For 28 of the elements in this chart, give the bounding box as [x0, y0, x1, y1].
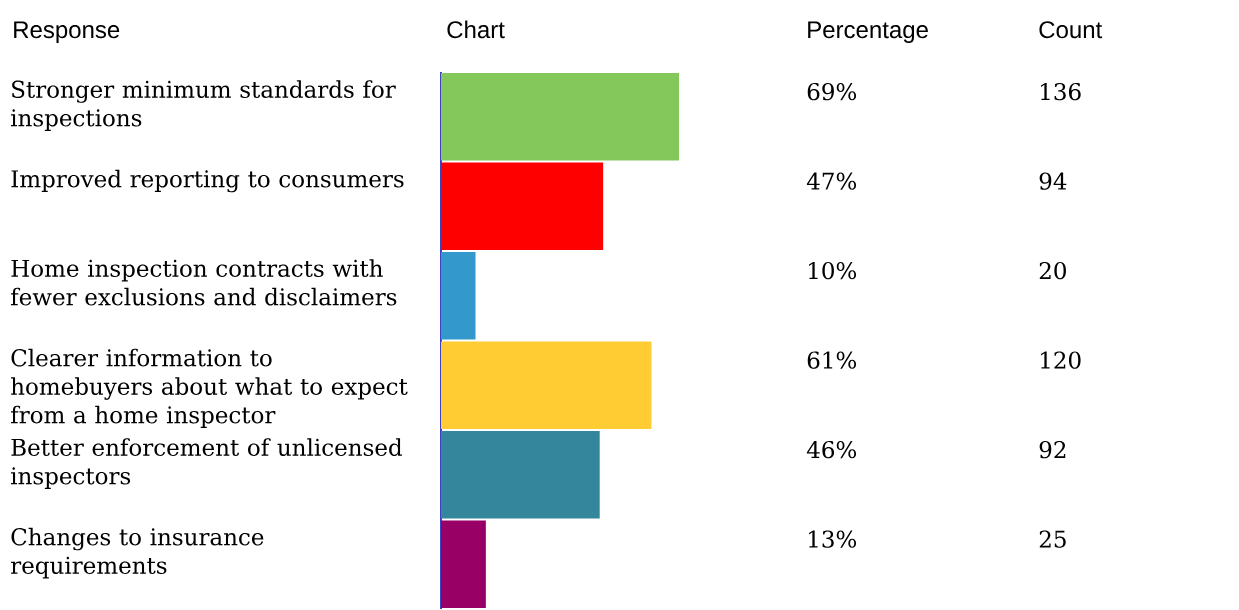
y-tick-label: Better enforcement of unlicensed inspectors [11, 438, 403, 490]
y-tick-label: Home inspection contracts with fewer exclusions and disclaimers [11, 259, 397, 306]
data-label: 61% [807, 351, 857, 369]
text: 20 [1039, 262, 1066, 280]
data-label: 69% [807, 83, 857, 101]
bar [441, 520, 486, 609]
text: 120 [1041, 351, 1081, 369]
bar [441, 252, 476, 340]
text: Chart [447, 20, 505, 39]
text: 136 [1041, 83, 1081, 101]
bar [441, 341, 652, 430]
bar [441, 73, 680, 161]
y-tick-label: Clearer information to homebuyers about what to expect from a home inspector [11, 348, 408, 429]
data-label: 46% [806, 441, 857, 459]
text: Count [1039, 21, 1103, 39]
bar [441, 162, 604, 251]
text: Percentage [808, 21, 928, 44]
y-tick-label: Stronger minimum standards for inspections [11, 80, 396, 132]
text: 94 [1039, 172, 1067, 190]
data-label: 10% [809, 262, 857, 280]
y-tick-label: Improved reporting to consumers [11, 169, 404, 193]
data-label: 13% [809, 530, 857, 548]
text: 92 [1039, 441, 1066, 459]
text: 25 [1039, 530, 1066, 548]
data-label: 47% [806, 172, 857, 190]
bar [441, 431, 600, 519]
y-tick-label: Changes to insurance requirements [11, 527, 264, 579]
text: Response [14, 21, 120, 44]
